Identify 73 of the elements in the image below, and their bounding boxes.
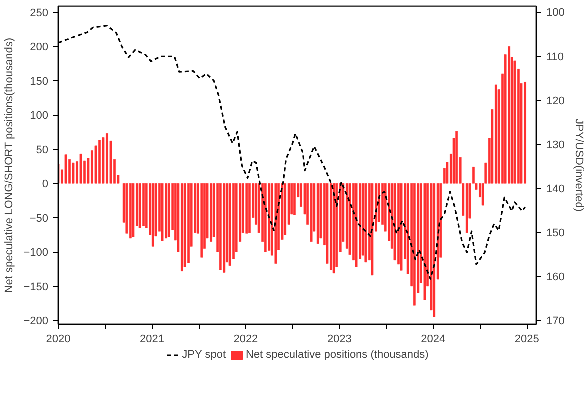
bar [181, 183, 184, 272]
y-tick-label: −50 [30, 212, 49, 225]
y2-tick-label: 170 [546, 316, 565, 328]
bar [508, 46, 510, 184]
y2-tick-label: 140 [546, 183, 565, 196]
x-tick-label: 2023 [327, 334, 352, 346]
bar [394, 183, 396, 261]
bar [466, 183, 468, 234]
legend-label: JPY spot [182, 349, 226, 361]
bar [228, 183, 232, 266]
bar [514, 60, 516, 184]
y2-tick-label: 110 [546, 51, 564, 64]
bar [424, 183, 426, 300]
bar [400, 183, 403, 271]
bar [129, 183, 132, 239]
y-tick-label: 250 [30, 7, 49, 20]
bar [188, 183, 190, 264]
bar [152, 183, 154, 247]
y-tick-label: 0 [42, 178, 49, 191]
x-tick-label: 2024 [421, 334, 446, 346]
bar [274, 183, 278, 264]
bar [433, 183, 436, 318]
y2-tick-label: 160 [546, 271, 565, 284]
bar [168, 183, 170, 238]
y-tick-label: −150 [24, 281, 49, 294]
bar [371, 183, 374, 276]
bar [98, 140, 101, 184]
bar [355, 183, 358, 268]
x-tick-label: 2020 [46, 334, 71, 346]
bar [138, 183, 142, 228]
y-tick-label: 100 [30, 110, 49, 122]
bar [142, 183, 145, 226]
bar [456, 131, 458, 184]
legend-label: Net speculative positions (thousands) [246, 349, 429, 361]
y2-tick-label: 150 [546, 227, 565, 240]
bar [219, 183, 222, 270]
bar [184, 183, 186, 268]
bar [165, 183, 168, 239]
y-tick-label: −200 [24, 316, 49, 328]
y-tick-label: 200 [30, 42, 49, 54]
bar [248, 183, 251, 234]
bar [330, 183, 332, 270]
bar [210, 183, 212, 242]
bar [413, 183, 416, 306]
bar [102, 138, 105, 184]
bar [106, 133, 108, 184]
bar [310, 183, 313, 242]
y2-tick-label: 130 [546, 139, 565, 152]
y2-tick-label: 120 [546, 95, 565, 108]
x-tick-label: 2022 [234, 334, 258, 346]
bar [80, 154, 82, 184]
bar [72, 162, 75, 184]
bar [495, 84, 498, 184]
bar [223, 183, 226, 273]
y-tick-label: −100 [24, 247, 49, 260]
x-tick-label: 2025 [514, 334, 540, 346]
bar [161, 183, 164, 242]
y-tick-label: 50 [36, 144, 49, 156]
bar [524, 82, 526, 184]
bar [316, 183, 320, 244]
bar [264, 183, 267, 252]
x-tick-label: 2021 [140, 334, 164, 346]
bar [294, 183, 296, 216]
bar [64, 154, 68, 184]
y2-tick-label: 100 [546, 7, 565, 20]
bar [132, 183, 135, 238]
y-axis-title: Net speculative LONG/SHORT positions(thousands) [4, 38, 16, 294]
y2-axis-title: JPY/USD(inverted) [572, 119, 585, 212]
y-tick-label: 150 [30, 76, 49, 88]
bar [246, 183, 248, 234]
bar [200, 183, 204, 258]
bar [332, 183, 336, 274]
bar [364, 183, 368, 263]
